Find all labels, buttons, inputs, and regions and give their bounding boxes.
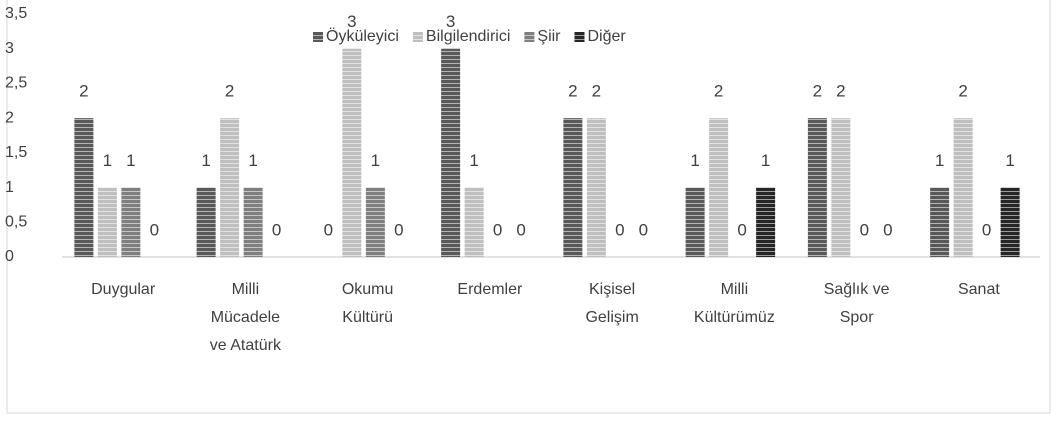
bar	[709, 118, 729, 258]
x-tick-label: Kişisel Gelişim	[585, 281, 638, 326]
bar	[831, 118, 851, 258]
data-label: 0	[639, 220, 648, 239]
data-label: 0	[150, 220, 159, 239]
legend-label: Şiir	[537, 28, 561, 45]
data-label: 2	[958, 82, 967, 101]
x-tick-label: Sağlık ve Spor	[824, 281, 890, 326]
data-label: 0	[394, 220, 403, 239]
legend-swatch	[313, 32, 323, 42]
data-label: 1	[248, 151, 257, 170]
data-label: 1	[1005, 151, 1014, 170]
data-label: 0	[615, 220, 624, 239]
bar	[930, 187, 950, 257]
data-label: 0	[883, 220, 892, 239]
y-tick-label: 3,5	[5, 5, 27, 22]
y-tick-label: 3	[5, 40, 14, 57]
bar	[196, 187, 216, 257]
bar	[1000, 187, 1020, 257]
x-tick-label: Milli Kültürümüz	[694, 281, 775, 326]
data-label: 0	[516, 220, 525, 239]
data-label: 1	[126, 151, 135, 170]
data-label: 2	[568, 82, 577, 101]
data-label: 2	[79, 82, 88, 101]
bar	[756, 187, 776, 257]
data-label: 3	[347, 12, 356, 31]
legend-label: Diğer	[588, 28, 627, 45]
data-label: 1	[690, 151, 699, 170]
data-label: 1	[935, 151, 944, 170]
y-tick-label: 0	[5, 248, 14, 265]
data-label: 0	[272, 220, 281, 239]
x-tick-label: Duygular	[91, 281, 156, 298]
data-label: 2	[225, 82, 234, 101]
x-tick-label: Erdemler	[457, 281, 523, 298]
y-tick-label: 1,5	[5, 144, 27, 161]
data-label: 2	[813, 82, 822, 101]
data-label: 1	[469, 151, 478, 170]
data-label: 0	[324, 220, 333, 239]
bar	[121, 187, 141, 257]
data-label: 2	[836, 82, 845, 101]
bar	[220, 118, 240, 258]
data-label: 0	[860, 220, 869, 239]
legend-label: Öyküleyici	[326, 27, 399, 45]
bar	[365, 187, 385, 257]
data-label: 1	[103, 151, 112, 170]
bar	[243, 187, 263, 257]
bar	[586, 118, 606, 258]
data-label: 1	[201, 151, 210, 170]
bar	[953, 118, 973, 258]
bar	[807, 118, 827, 258]
legend-swatch	[574, 32, 585, 42]
y-tick-label: 0,5	[5, 214, 27, 231]
x-tick-label: Milli Mücadele ve Atatürk	[210, 281, 282, 354]
bar	[441, 48, 461, 257]
data-label: 2	[592, 82, 601, 101]
data-label: 0	[493, 220, 502, 239]
chart-border	[6, 0, 1051, 414]
bar	[74, 118, 94, 258]
data-label: 1	[761, 151, 770, 170]
data-label: 2	[714, 82, 723, 101]
data-label: 0	[737, 220, 746, 239]
bar	[563, 118, 583, 258]
bar	[464, 187, 484, 257]
bar	[342, 48, 362, 257]
y-tick-label: 2,5	[5, 75, 27, 92]
y-tick-label: 2	[5, 109, 14, 126]
legend-label: Bilgilendirici	[426, 28, 510, 45]
legend-swatch	[524, 32, 535, 42]
bar	[97, 187, 117, 257]
y-tick-label: 1	[5, 179, 14, 196]
data-label: 1	[371, 151, 380, 170]
legend-swatch	[412, 32, 423, 42]
x-tick-label: Sanat	[958, 281, 1000, 298]
bar	[685, 187, 705, 257]
data-label: 0	[982, 220, 991, 239]
x-tick-label: Okumu Kültürü	[342, 281, 394, 326]
data-label: 3	[446, 12, 455, 31]
